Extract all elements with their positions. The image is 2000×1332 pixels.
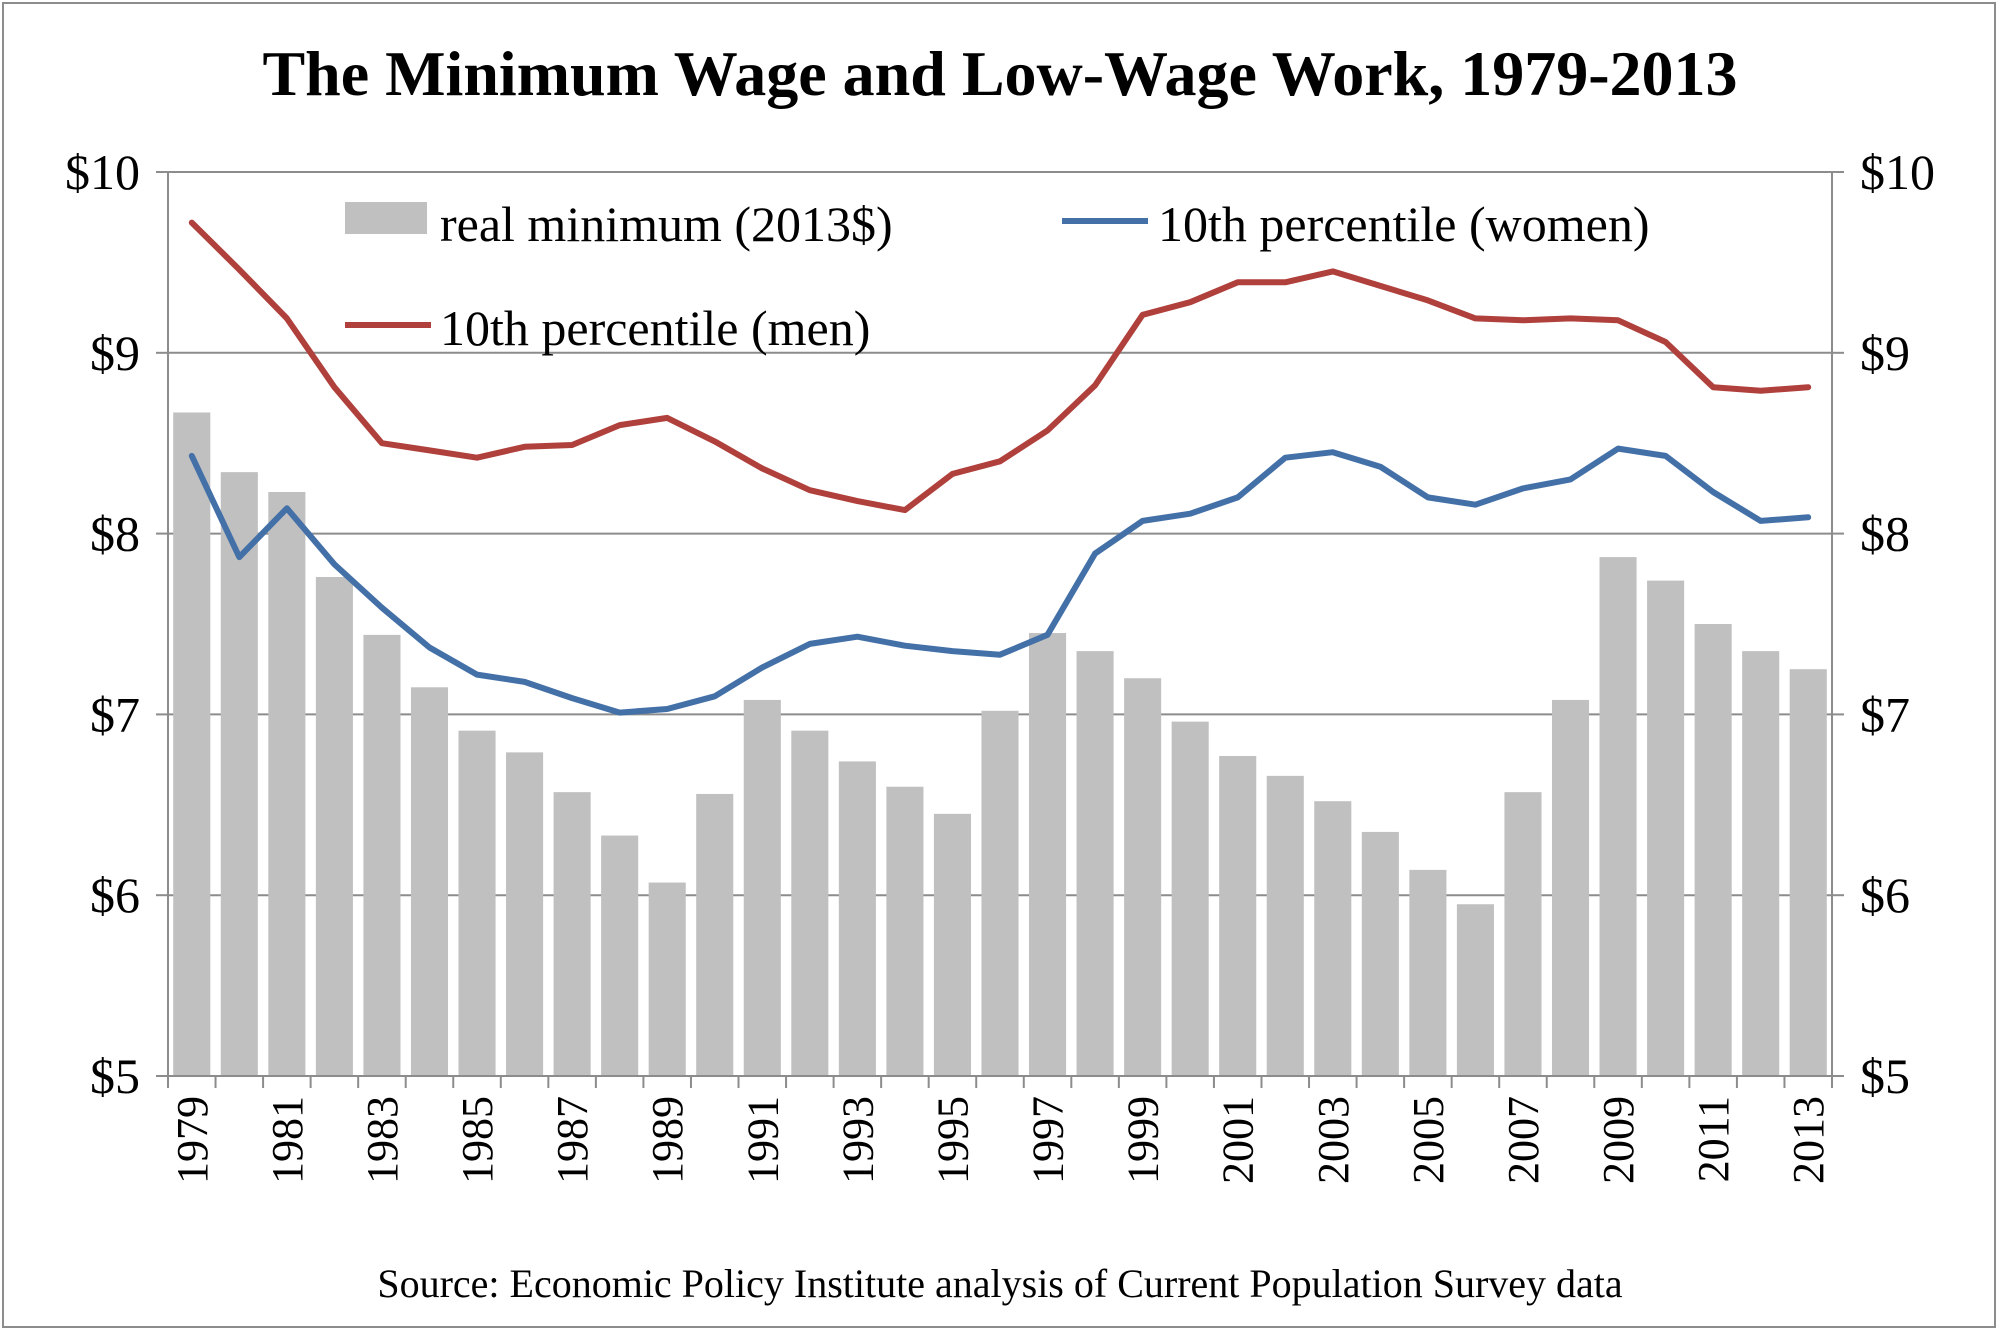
bar (1219, 755, 1257, 1076)
bars (173, 412, 1827, 1076)
bar (1409, 869, 1447, 1076)
bar (553, 792, 591, 1076)
bar (1551, 699, 1590, 1076)
line-women (188, 445, 1812, 716)
bar (981, 710, 1019, 1076)
bar (1171, 721, 1209, 1076)
x-tick-label: 1985 (453, 1096, 502, 1184)
x-tick-label: 2007 (1499, 1096, 1548, 1184)
line-men (188, 219, 1812, 514)
legend: real minimum (2013$) 10th percentile (wo… (345, 196, 1649, 356)
x-tick-label: 1995 (928, 1096, 977, 1184)
y-tick-label-right: $6 (1860, 867, 1910, 923)
bar (601, 835, 639, 1076)
y-tick-label-right: $9 (1860, 325, 1910, 381)
y-tick-label-right: $8 (1860, 506, 1910, 562)
y-axis-left-labels: $5 $6 $7 $8 $9 $10 (65, 144, 140, 1104)
bar (791, 730, 829, 1076)
x-tick-label: 1999 (1119, 1096, 1168, 1184)
legend-label-women: 10th percentile (women) (1158, 196, 1649, 252)
y-tick-label-left: $7 (90, 686, 140, 742)
y-tick-label-left: $9 (90, 325, 140, 381)
x-tick-label: 1979 (168, 1096, 217, 1184)
x-tick-label: 2011 (1689, 1096, 1738, 1182)
legend-label-real-minimum: real minimum (2013$) (440, 196, 893, 252)
x-tick-label: 2013 (1784, 1096, 1833, 1184)
bar (1029, 633, 1067, 1076)
bar (1076, 651, 1114, 1076)
y-axis-right-labels: $5 $6 $7 $8 $9 $10 (1860, 144, 1935, 1104)
y-tick-label-left: $6 (90, 867, 140, 923)
x-tick-label: 1983 (358, 1096, 407, 1184)
bar (506, 752, 544, 1076)
bar (220, 472, 258, 1076)
x-tick-label: 1997 (1024, 1096, 1073, 1184)
y-tick-label-left: $8 (90, 506, 140, 562)
bar (648, 882, 686, 1076)
bar (458, 730, 496, 1076)
bar (696, 793, 734, 1076)
bar (1504, 792, 1542, 1076)
legend-swatch-bar (345, 202, 427, 234)
legend-label-men: 10th percentile (men) (440, 300, 870, 356)
chart-title: The Minimum Wage and Low-Wage Work, 1979… (262, 38, 1737, 109)
x-tick-label: 1981 (263, 1096, 312, 1184)
series-lines (188, 219, 1812, 716)
bar (315, 576, 353, 1076)
axes (156, 171, 1844, 1088)
bar (173, 412, 211, 1076)
bar (1742, 651, 1780, 1076)
bar (268, 492, 306, 1076)
bar (363, 634, 401, 1076)
bar (886, 786, 924, 1076)
bar (1599, 557, 1637, 1076)
bar (838, 761, 876, 1076)
bar (1647, 580, 1685, 1076)
bar (933, 813, 971, 1076)
x-tick-label: 2003 (1309, 1096, 1358, 1184)
x-tick-label: 2005 (1404, 1096, 1453, 1184)
bar (410, 687, 449, 1076)
x-tick-label: 1989 (643, 1096, 692, 1184)
x-tick-label: 1993 (833, 1096, 882, 1184)
bar (1266, 775, 1304, 1076)
source-note: Source: Economic Policy Institute analys… (377, 1261, 1623, 1306)
y-tick-label-right: $10 (1860, 144, 1935, 200)
x-tick-label: 1987 (548, 1096, 597, 1184)
x-tick-label: 2001 (1214, 1096, 1263, 1184)
y-tick-label-right: $5 (1860, 1048, 1910, 1104)
bar (1694, 624, 1732, 1076)
bar (1361, 831, 1399, 1076)
bar (1124, 678, 1162, 1076)
bar (1314, 801, 1352, 1076)
y-tick-label-right: $7 (1860, 686, 1910, 742)
y-tick-label-left: $10 (65, 144, 140, 200)
y-tick-label-left: $5 (90, 1048, 140, 1104)
bar (743, 699, 781, 1076)
x-axis-labels: 1979 1981 1983 1985 1987 1989 1991 1993 1995 1997… (168, 1096, 1833, 1184)
bar (1456, 904, 1494, 1076)
x-tick-label: 2009 (1594, 1096, 1643, 1184)
x-tick-label: 1991 (738, 1096, 787, 1184)
bar (1789, 669, 1827, 1076)
